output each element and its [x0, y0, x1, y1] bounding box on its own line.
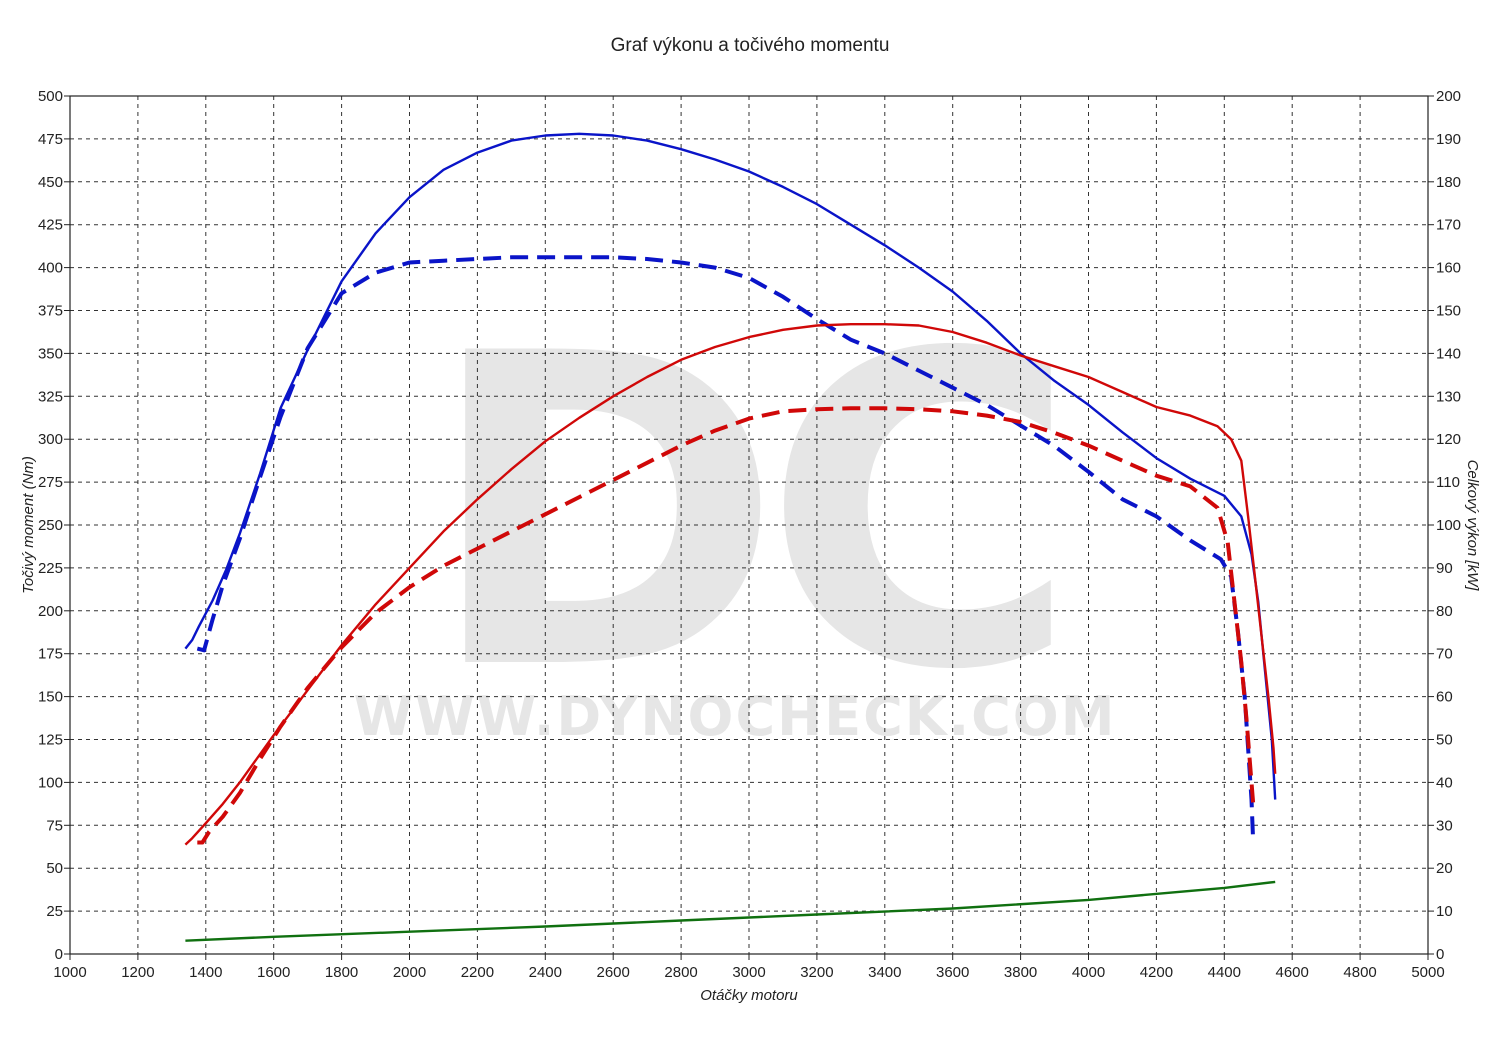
y-right-tick-label: 10	[1436, 903, 1453, 920]
series-line-power-tuned	[184, 323, 1277, 846]
x-tick-label: 1200	[121, 964, 154, 981]
x-tick-label: 4600	[1276, 964, 1309, 981]
tick-labels: 1000 1200 1400 1600 1800 2000 2200 2400 2600 2800…	[38, 88, 1461, 981]
y-right-tick-label: 140	[1436, 345, 1461, 362]
y-right-tick-label: 160	[1436, 260, 1461, 277]
x-tick-label: 3000	[732, 964, 765, 981]
chart-title: Graf výkonu a točivého momentu	[611, 35, 890, 56]
x-tick-label: 3200	[800, 964, 833, 981]
x-tick-label: 2600	[597, 964, 630, 981]
y-right-tick-label: 100	[1436, 517, 1461, 534]
y-left-tick-label: 400	[38, 260, 63, 277]
x-tick-label: 3600	[936, 964, 969, 981]
y-right-tick-label: 20	[1436, 860, 1453, 877]
y-axis-left-title: Točivý moment (Nm)	[20, 456, 37, 594]
y-left-tick-label: 50	[46, 860, 63, 877]
y-right-tick-label: 0	[1436, 946, 1444, 963]
x-tick-label: 5000	[1411, 964, 1444, 981]
y-left-tick-label: 200	[38, 603, 63, 620]
y-left-tick-label: 325	[38, 388, 63, 405]
y-left-tick-label: 150	[38, 689, 63, 706]
y-left-tick-label: 175	[38, 646, 63, 663]
series-line-torque-tuned	[184, 132, 1277, 800]
x-tick-label: 1600	[257, 964, 290, 981]
y-left-tick-label: 375	[38, 303, 63, 320]
x-tick-label: 4200	[1140, 964, 1173, 981]
y-left-tick-label: 100	[38, 774, 63, 791]
watermark-url: WWW.DYNOCHECK.COM	[354, 685, 1117, 748]
y-right-tick-label: 130	[1436, 388, 1461, 405]
y-right-tick-label: 120	[1436, 431, 1461, 448]
y-right-tick-label: 170	[1436, 217, 1461, 234]
y-right-tick-label: 150	[1436, 303, 1461, 320]
y-right-tick-label: 80	[1436, 603, 1453, 620]
y-left-tick-label: 425	[38, 217, 63, 234]
y-left-tick-label: 275	[38, 474, 63, 491]
y-left-tick-label: 300	[38, 431, 63, 448]
y-left-tick-label: 225	[38, 560, 63, 577]
x-tick-label: 1400	[189, 964, 222, 981]
y-right-tick-label: 40	[1436, 774, 1453, 791]
y-right-tick-label: 60	[1436, 689, 1453, 706]
y-left-tick-label: 125	[38, 732, 63, 749]
series-line-torque-stock	[196, 255, 1256, 843]
y-left-tick-label: 500	[38, 88, 63, 105]
x-tick-label: 2000	[393, 964, 426, 981]
y-right-tick-label: 200	[1436, 88, 1461, 105]
y-left-tick-label: 475	[38, 131, 63, 148]
series-lines	[184, 132, 1277, 942]
x-tick-label: 2400	[529, 964, 562, 981]
axes	[64, 95, 1434, 960]
x-tick-label: 3400	[868, 964, 901, 981]
watermark-letters: DC	[426, 264, 1059, 764]
y-right-tick-label: 30	[1436, 817, 1453, 834]
x-tick-label: 4400	[1208, 964, 1241, 981]
y-left-tick-label: 75	[46, 817, 63, 834]
y-left-tick-label: 25	[46, 903, 63, 920]
x-tick-label: 2800	[664, 964, 697, 981]
x-tick-label: 3800	[1004, 964, 1037, 981]
y-right-tick-label: 180	[1436, 174, 1461, 191]
grid	[70, 96, 1428, 954]
y-right-tick-label: 90	[1436, 560, 1453, 577]
x-tick-label: 4800	[1343, 964, 1376, 981]
series-line-power-stock	[197, 406, 1256, 845]
y-left-tick-label: 450	[38, 174, 63, 191]
y-right-tick-label: 70	[1436, 646, 1453, 663]
y-right-tick-label: 190	[1436, 131, 1461, 148]
y-right-tick-label: 50	[1436, 732, 1453, 749]
y-left-tick-label: 0	[55, 946, 63, 963]
y-axis-right-title: Celkový výkon [kW]	[1464, 460, 1481, 592]
series-line-loss-power	[185, 880, 1276, 942]
x-tick-label: 1800	[325, 964, 358, 981]
x-tick-label: 2200	[461, 964, 494, 981]
y-left-tick-label: 350	[38, 345, 63, 362]
y-right-tick-label: 110	[1436, 474, 1460, 491]
x-axis-title: Otáčky motoru	[700, 987, 798, 1004]
x-tick-label: 1000	[53, 964, 86, 981]
x-tick-label: 4000	[1072, 964, 1105, 981]
y-left-tick-label: 250	[38, 517, 63, 534]
